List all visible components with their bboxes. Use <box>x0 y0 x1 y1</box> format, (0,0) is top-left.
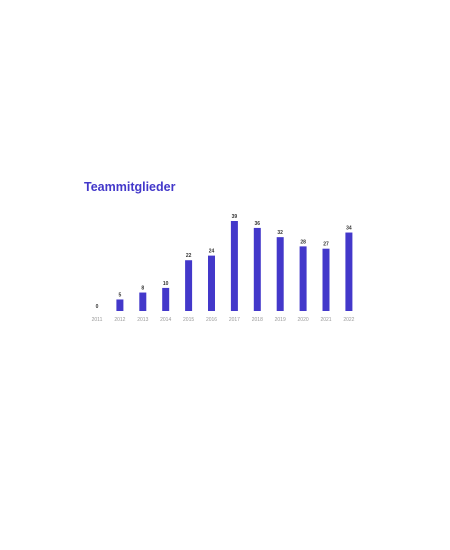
value-label-2021: 27 <box>323 242 329 248</box>
x-tick-2020: 2020 <box>298 317 309 323</box>
x-tick-2017: 2017 <box>229 317 240 323</box>
value-label-2015: 22 <box>186 253 192 259</box>
value-label-2019: 32 <box>277 230 283 236</box>
value-label-2013: 8 <box>141 286 144 292</box>
x-tick-2013: 2013 <box>137 317 148 323</box>
value-label-2012: 5 <box>119 292 122 298</box>
x-tick-2015: 2015 <box>183 317 194 323</box>
x-tick-2016: 2016 <box>206 317 217 323</box>
value-label-2017: 39 <box>232 214 238 220</box>
bar-2017 <box>230 221 238 311</box>
bar-2016 <box>208 255 215 311</box>
bar-2015 <box>185 260 193 311</box>
x-tick-2022: 2022 <box>343 317 354 323</box>
value-label-2020: 28 <box>300 239 306 245</box>
bar-2022 <box>345 232 353 311</box>
x-tick-2021: 2021 <box>320 317 331 323</box>
bar-2020 <box>299 246 307 311</box>
value-label-2022: 34 <box>346 226 352 232</box>
value-label-2011: 0 <box>96 304 99 310</box>
value-label-2014: 10 <box>163 281 169 287</box>
chart-title: Teammitglieder <box>84 180 176 194</box>
x-tick-2011: 2011 <box>92 317 103 323</box>
bar-2013 <box>139 292 147 311</box>
bar-2021 <box>322 248 330 311</box>
value-label-2016: 24 <box>209 249 215 255</box>
bar-2018 <box>253 227 261 311</box>
bar-2014 <box>162 287 170 311</box>
value-label-2018: 36 <box>255 221 261 227</box>
x-tick-2014: 2014 <box>160 317 171 323</box>
bar-2019 <box>276 237 284 311</box>
x-tick-2019: 2019 <box>275 317 286 323</box>
x-tick-2012: 2012 <box>114 317 125 323</box>
bar-2012 <box>116 299 124 311</box>
x-tick-2018: 2018 <box>252 317 263 323</box>
